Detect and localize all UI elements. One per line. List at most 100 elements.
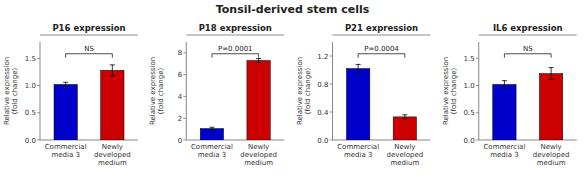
- annotation: NS: [523, 45, 533, 53]
- x-tick-label-line: media 3: [51, 151, 79, 159]
- error-cap: [63, 82, 68, 83]
- error-bar: [356, 64, 361, 72]
- x-tick-label-line: media 3: [490, 151, 518, 159]
- y-tick-label: 1.0: [25, 82, 36, 90]
- subplot-title: IL6 expression: [493, 23, 563, 33]
- y-tick-label: 8: [178, 49, 182, 57]
- y-axis-label-line: Relative expression: [149, 57, 157, 125]
- error-cap: [549, 79, 554, 80]
- x-tick-label-line: medium: [537, 159, 566, 167]
- y-tick: [37, 58, 40, 59]
- y-tick: [183, 96, 186, 97]
- x-tick-label: Commercialmedia 3: [483, 143, 525, 159]
- error-line: [65, 82, 66, 86]
- y-tick: [330, 140, 333, 141]
- y-tick-label: 2: [178, 115, 182, 123]
- bar: [54, 84, 77, 140]
- error-bar: [549, 68, 554, 80]
- error-cap: [209, 129, 214, 130]
- error-cap: [402, 114, 407, 115]
- marks: [493, 68, 563, 140]
- y-tick-label: 0.5: [25, 109, 36, 117]
- x-tick-label-line: Commercial: [483, 143, 525, 151]
- x-tick-label-line: Commercial: [45, 143, 87, 151]
- bar: [393, 117, 416, 140]
- bar: [493, 84, 516, 140]
- y-tick: [330, 56, 333, 57]
- y-axis-label-line: (fold change): [450, 67, 458, 114]
- bar: [539, 74, 562, 140]
- title-underline: [333, 35, 431, 36]
- y-axis-label: Relative expression(fold change): [3, 57, 19, 125]
- y-axis: [40, 42, 41, 140]
- marks: [200, 59, 270, 140]
- x-tick-label-line: Commercial: [191, 143, 233, 151]
- error-cap: [256, 58, 261, 59]
- x-tick-label: Newlydevelopedmedium: [240, 143, 277, 167]
- y-tick: [183, 118, 186, 119]
- x-tick-label: Commercialmedia 3: [191, 143, 233, 159]
- title-underline: [40, 35, 138, 36]
- error-line: [504, 81, 505, 89]
- y-tick-label: 0.0: [25, 137, 36, 145]
- y-tick-label: 1.5: [25, 55, 36, 63]
- title: Tonsil-derived stem cells: [216, 3, 370, 16]
- y-axis: [332, 42, 333, 140]
- panel: P21 expression0.00.40.81.2Relative expre…: [296, 23, 431, 167]
- error-cap: [549, 67, 554, 68]
- significance-bracket: [358, 54, 405, 58]
- y-tick: [476, 112, 479, 113]
- significance-bracket: [504, 54, 551, 58]
- error-line: [112, 65, 113, 76]
- x-tick-label: Commercialmedia 3: [337, 143, 379, 159]
- y-tick-label: 0: [178, 137, 182, 145]
- annotation: P=0.0004: [364, 45, 399, 53]
- y-tick-label: 1.0: [464, 82, 475, 90]
- y-tick: [37, 140, 40, 141]
- error-cap: [502, 88, 507, 89]
- bar: [101, 70, 124, 140]
- marks: [347, 64, 417, 140]
- error-bar: [63, 82, 68, 86]
- error-line: [404, 115, 405, 119]
- panel: P16 expression0.00.51.01.5Relative expre…: [3, 23, 138, 167]
- y-tick-label: 0.4: [317, 109, 329, 117]
- panel: IL6 expression0.00.51.01.5Relative expre…: [442, 23, 577, 167]
- title-underline: [186, 35, 284, 36]
- error-bar: [209, 127, 214, 130]
- y-tick-label: 0.0: [317, 137, 328, 145]
- panel: P18 expression02468Relative expression(f…: [149, 23, 284, 167]
- subplot-title: P21 expression: [345, 23, 418, 33]
- y-tick-label: 0.5: [464, 109, 475, 117]
- y-axis-label-line: Relative expression: [296, 57, 304, 125]
- x-tick-label: Newlydevelopedmedium: [387, 143, 424, 167]
- error-cap: [402, 119, 407, 120]
- y-tick: [37, 112, 40, 113]
- y-axis-label-line: (fold change): [304, 67, 312, 114]
- y-tick-label: 1.2: [317, 53, 328, 61]
- subplot-title: P18 expression: [199, 23, 272, 33]
- y-tick-label: 6: [178, 71, 183, 79]
- x-tick-label: Commercialmedia 3: [45, 143, 87, 159]
- significance-bracket: [212, 54, 259, 58]
- y-axis: [186, 42, 187, 140]
- error-line: [551, 68, 552, 80]
- y-tick: [476, 85, 479, 86]
- marks: [54, 65, 124, 140]
- error-cap: [110, 75, 115, 76]
- error-cap: [356, 64, 361, 65]
- x-tick-label-line: Newly: [102, 143, 123, 151]
- error-bar: [502, 81, 507, 89]
- error-cap: [356, 72, 361, 73]
- x-tick-label-line: medium: [390, 159, 419, 167]
- x-tick-label-line: Newly: [248, 143, 269, 151]
- y-axis-label-line: (fold change): [11, 67, 19, 114]
- x-tick-label-line: medium: [244, 159, 273, 167]
- bar: [200, 129, 223, 140]
- y-tick: [183, 140, 186, 141]
- annotation: P=0.0001: [218, 45, 253, 53]
- y-tick: [37, 85, 40, 86]
- y-tick: [476, 58, 479, 59]
- bar: [347, 69, 370, 140]
- error-cap: [63, 86, 68, 87]
